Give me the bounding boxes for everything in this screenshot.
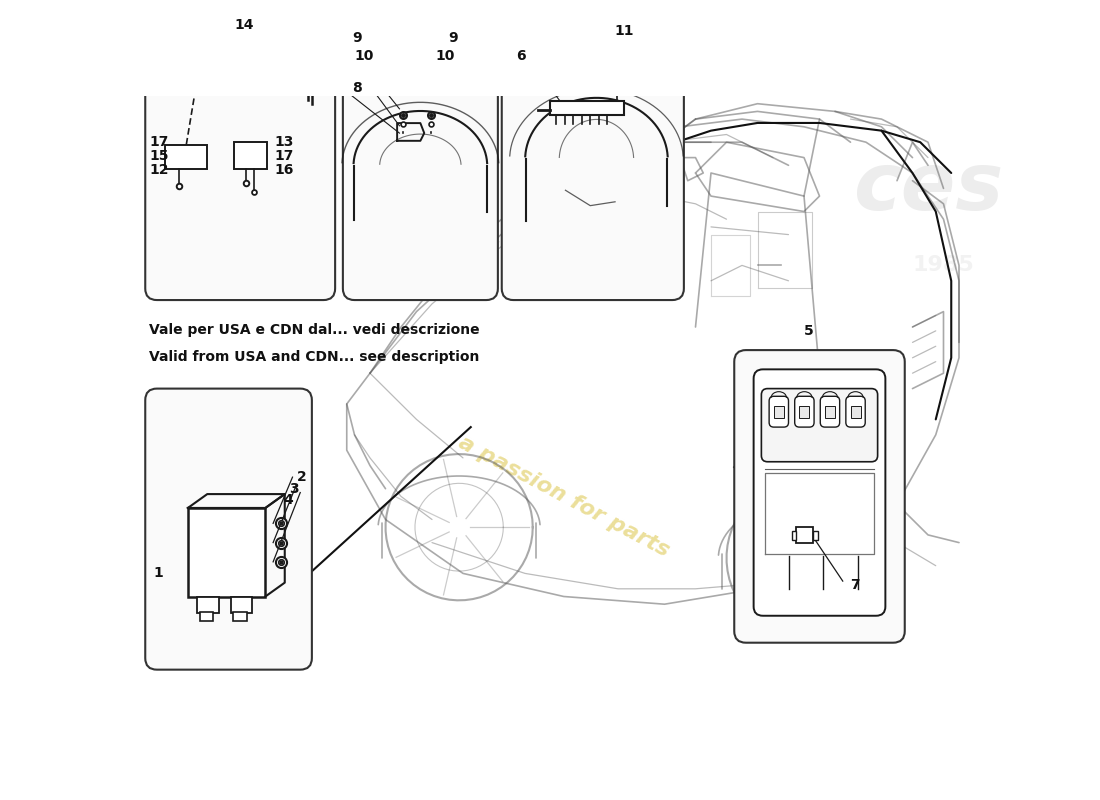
Text: Vale per USA e CDN dal... vedi descrizione: Vale per USA e CDN dal... vedi descrizio… [150,323,480,337]
FancyBboxPatch shape [145,389,312,670]
Bar [197,597,219,614]
FancyBboxPatch shape [769,396,789,427]
Text: ces: ces [852,150,1003,227]
Text: 2: 2 [296,470,306,484]
Bar [550,102,624,115]
FancyBboxPatch shape [343,0,498,300]
Text: 16: 16 [275,163,294,177]
Bar [773,406,784,418]
Bar [850,406,860,418]
Text: 12: 12 [150,163,168,177]
Bar [188,508,265,597]
Bar [813,531,818,540]
Text: 7: 7 [850,578,860,592]
Text: 1: 1 [153,566,163,581]
Text: 3: 3 [288,482,298,496]
FancyBboxPatch shape [735,350,904,642]
Bar [165,145,207,169]
FancyBboxPatch shape [794,396,814,427]
Text: a passion for parts: a passion for parts [455,432,672,561]
Bar [234,142,267,169]
Text: 4: 4 [283,494,293,507]
Text: 14: 14 [234,18,254,32]
Text: 9: 9 [448,31,458,46]
Text: 13: 13 [275,135,294,149]
Text: 15: 15 [150,149,168,163]
Text: 17: 17 [150,135,168,149]
Bar [199,612,213,621]
Text: 11: 11 [614,23,634,38]
Bar [792,531,796,540]
Text: 5: 5 [804,324,814,338]
Text: ferrari: ferrari [478,241,500,247]
Text: 6: 6 [516,49,526,63]
Bar [800,406,810,418]
FancyBboxPatch shape [846,396,866,427]
Bar [825,406,835,418]
FancyBboxPatch shape [761,389,878,462]
Text: 8: 8 [352,82,362,95]
Bar [233,612,246,621]
Text: Valid from USA and CDN... see description: Valid from USA and CDN... see descriptio… [150,350,480,364]
FancyBboxPatch shape [821,396,839,427]
Text: 1985: 1985 [913,255,975,275]
Text: 17: 17 [275,149,294,163]
Bar [231,597,252,614]
Text: 10: 10 [436,49,455,63]
FancyBboxPatch shape [502,0,684,300]
Text: 10: 10 [354,49,374,63]
Text: 9: 9 [352,31,362,46]
FancyBboxPatch shape [145,0,336,300]
FancyBboxPatch shape [754,370,886,616]
Bar [796,527,813,542]
